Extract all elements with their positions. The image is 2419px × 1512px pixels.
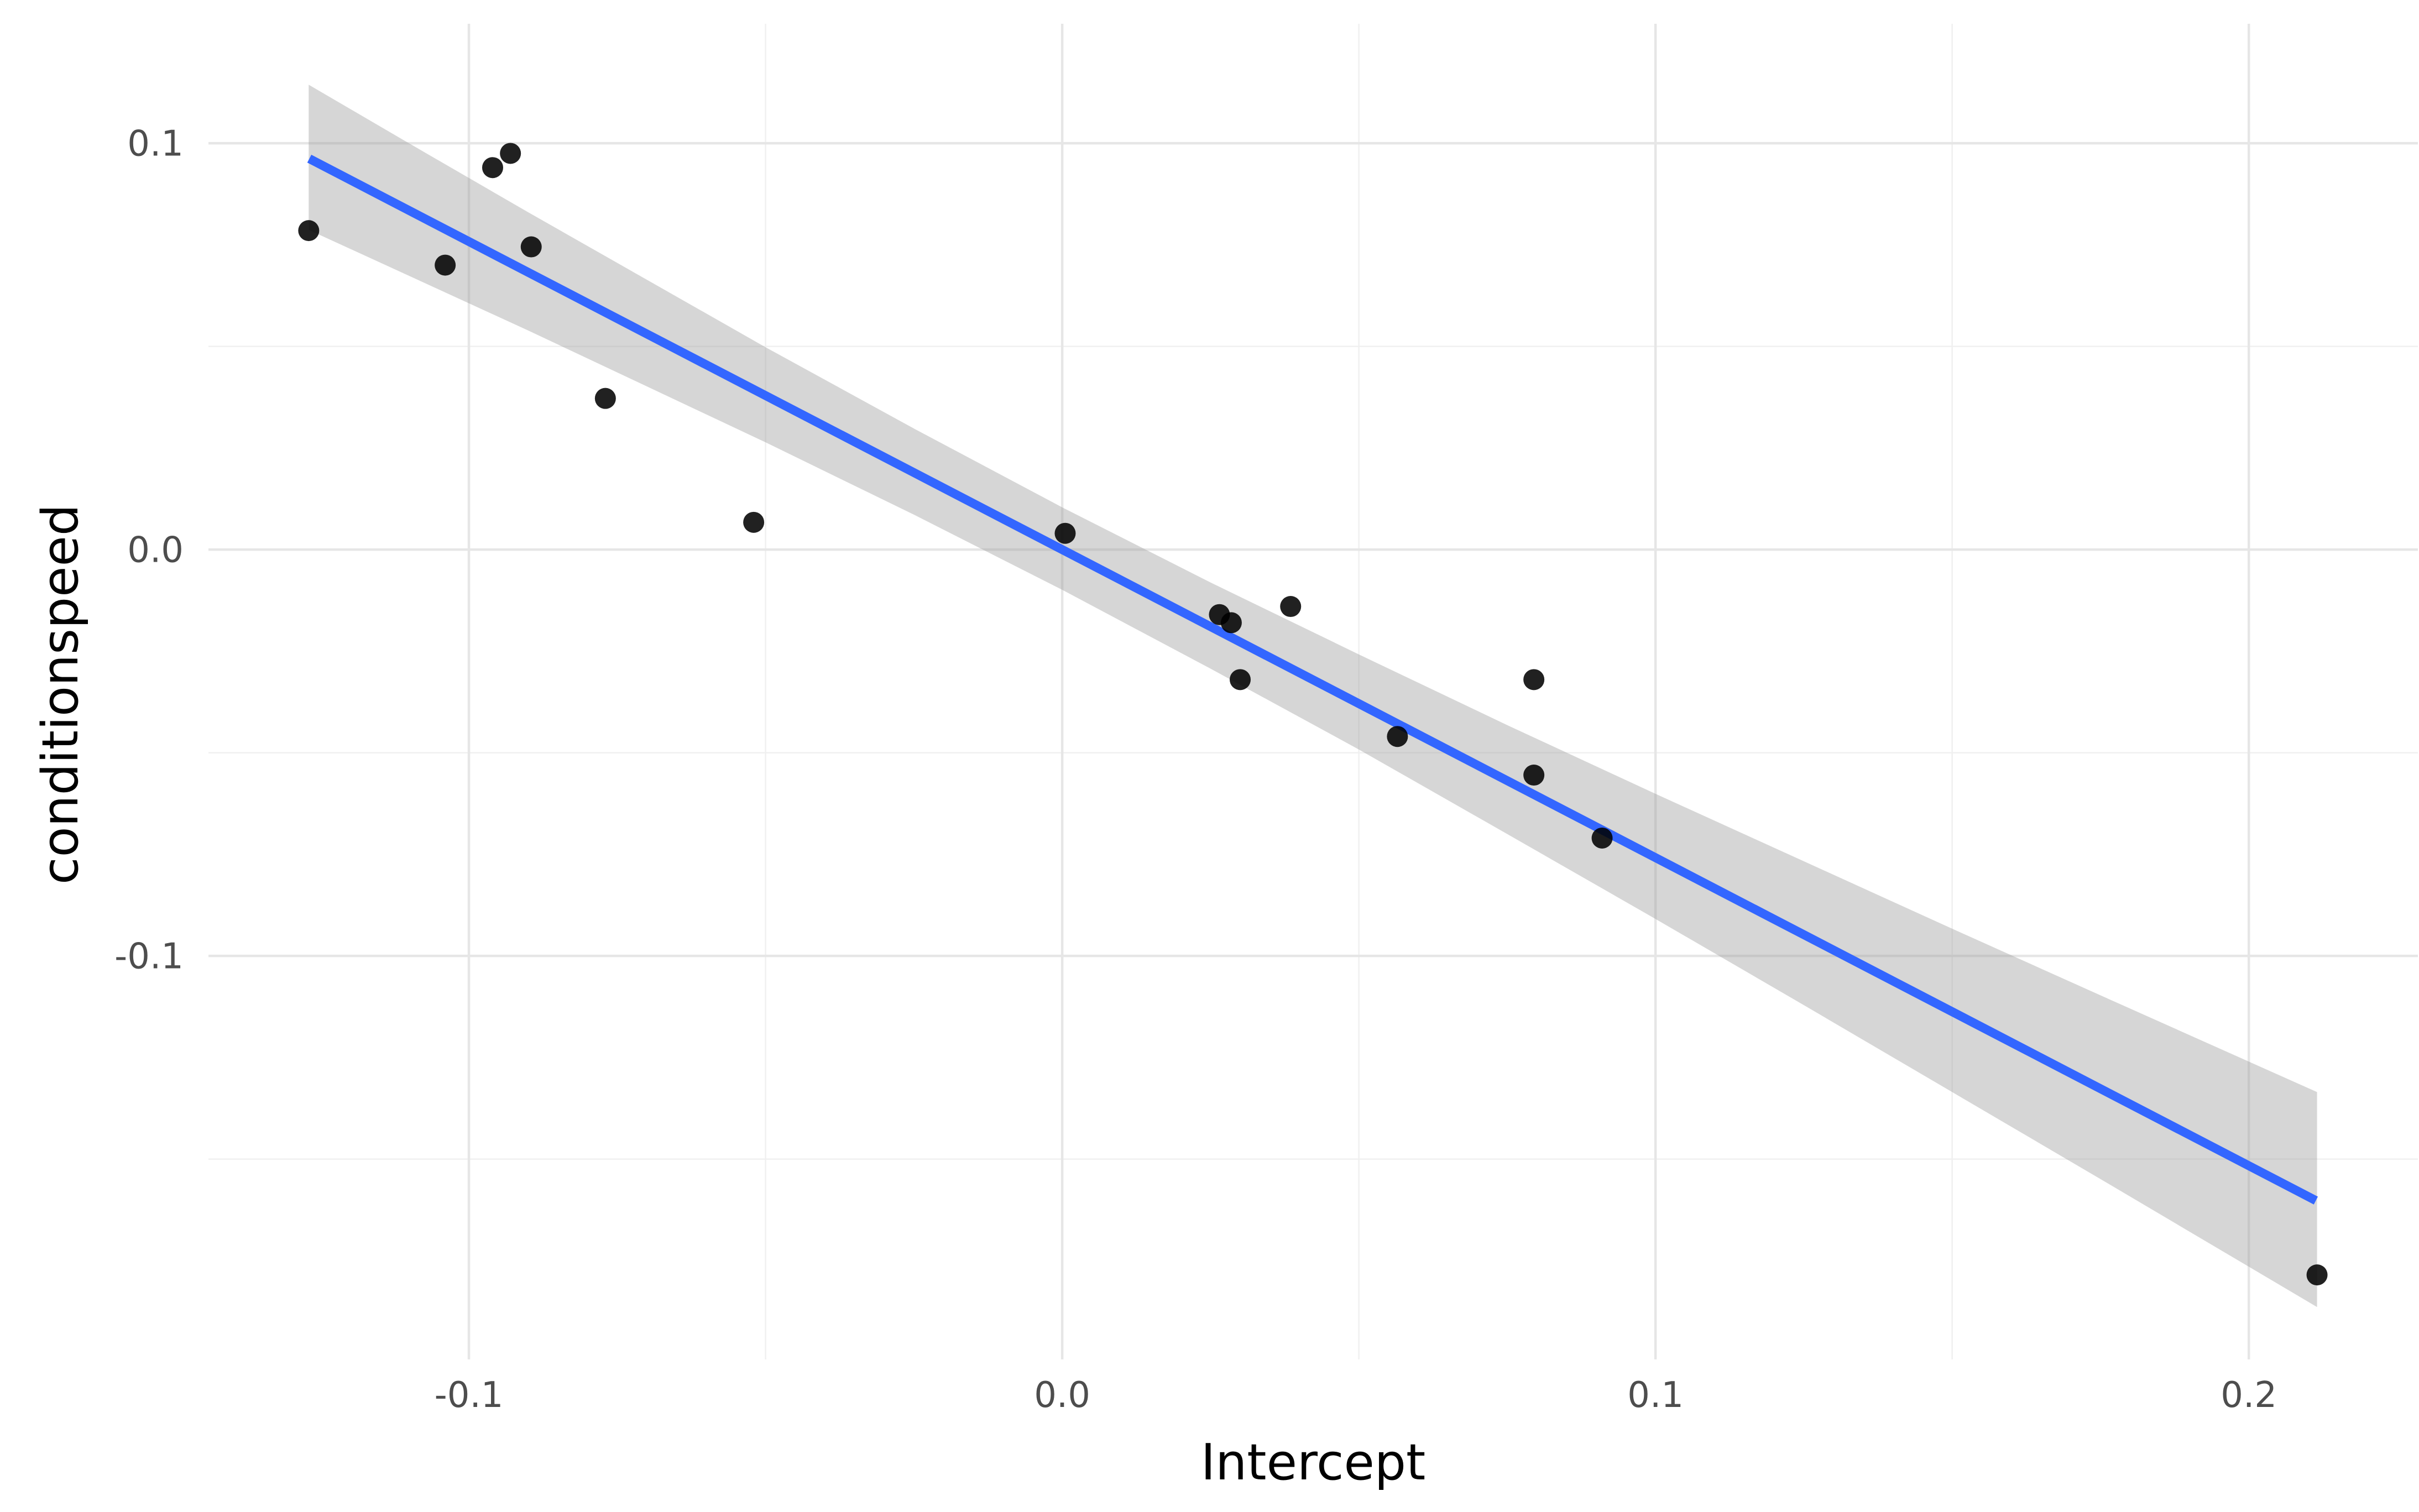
data-point <box>594 388 616 409</box>
x-tick-label: -0.1 <box>435 1375 504 1416</box>
data-point <box>743 511 765 533</box>
data-point <box>435 254 456 276</box>
scatter-points <box>298 143 2328 1286</box>
data-point <box>2306 1264 2328 1286</box>
data-point <box>500 143 521 164</box>
x-tick-label: 0.2 <box>2221 1375 2277 1416</box>
plot-background <box>22 9 2419 1503</box>
regression-line <box>307 154 2318 1205</box>
grid-minor-lines <box>208 24 2418 1359</box>
data-point <box>1220 612 1242 634</box>
scatter-plot-figure: -0.1 0.0 0.1 0.2 0.1 0.0 -0.1 Intercept condi… <box>22 9 2419 1503</box>
x-axis-tick-labels: -0.1 0.0 0.1 0.2 <box>435 1375 2277 1416</box>
y-tick-label: 0.0 <box>127 530 184 571</box>
chart-canvas: -0.1 0.0 0.1 0.2 0.1 0.0 -0.1 Intercept condi… <box>22 9 2419 1503</box>
data-point <box>1230 669 1251 690</box>
data-point <box>1523 765 1545 786</box>
data-point <box>1523 669 1545 690</box>
x-tick-label: 0.0 <box>1034 1375 1090 1416</box>
grid-major-lines <box>208 24 2418 1359</box>
data-point <box>520 236 542 258</box>
data-point <box>482 157 503 179</box>
smooth-layer <box>307 85 2318 1307</box>
x-axis-title: Intercept <box>1201 1433 1426 1492</box>
y-axis-tick-labels: 0.1 0.0 -0.1 <box>114 123 184 977</box>
data-point <box>1591 827 1613 849</box>
data-point <box>1054 522 1076 544</box>
y-tick-label: -0.1 <box>114 937 184 977</box>
confidence-ribbon <box>309 85 2317 1307</box>
x-tick-label: 0.1 <box>1627 1375 1684 1416</box>
y-tick-label: 0.1 <box>127 123 184 164</box>
data-point <box>1280 596 1302 618</box>
y-axis-title: conditionspeed <box>32 504 90 885</box>
data-point <box>1387 726 1408 747</box>
data-point <box>298 220 320 242</box>
